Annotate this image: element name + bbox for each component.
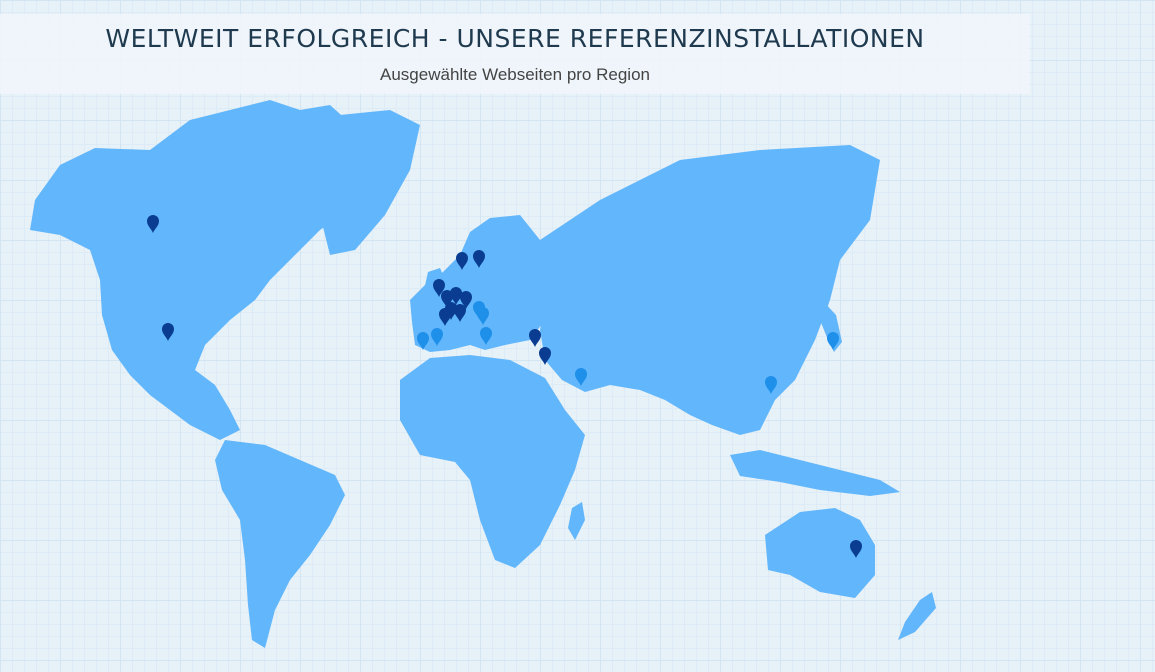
continent-africa [400,355,585,568]
location-pin-north-america[interactable] [147,215,159,233]
map-pin-icon [765,376,777,394]
map-pin-icon [417,332,429,350]
map-pin-icon [441,290,453,308]
map-pin-icon [454,304,466,322]
map-pin-icon [460,291,472,309]
map-pin-icon [450,287,462,305]
location-pin-europe[interactable] [445,302,457,320]
continent-south-america [215,440,345,648]
map-pin-icon [456,252,468,270]
location-pin-asia[interactable] [765,376,777,394]
continent-madagascar [568,502,585,540]
continent-greenland [300,110,420,255]
map-pin-icon [477,307,489,325]
location-pin-europe[interactable] [473,250,485,268]
location-pin-europe[interactable] [450,287,462,305]
map-pin-icon [445,302,457,320]
location-pin-europe[interactable] [477,307,489,325]
continent-north-america [30,100,380,440]
location-pin-europe[interactable] [480,327,492,345]
location-pin-europe[interactable] [431,328,443,346]
continent-australia [765,508,875,598]
map-pin-icon [827,332,839,350]
location-pin-north-america[interactable] [162,323,174,341]
continent-se-asia-islands [730,450,900,496]
map-pin-icon [529,329,541,347]
page-subtitle: Ausgewählte Webseiten pro Region [380,65,650,84]
map-pin-icon [162,323,174,341]
location-pin-middle-east[interactable] [529,329,541,347]
continent-asia [540,145,880,435]
location-pin-middle-east[interactable] [539,347,551,365]
location-pin-europe[interactable] [417,332,429,350]
map-pin-icon [575,368,587,386]
location-pin-europe[interactable] [454,304,466,322]
header-banner: WELTWEIT ERFOLGREICH - UNSERE REFERENZIN… [0,14,1030,94]
continents [30,100,936,648]
marker-layer [147,215,862,558]
location-pin-middle-east[interactable] [575,368,587,386]
map-pin-icon [539,347,551,365]
map-pin-icon [850,540,862,558]
location-pin-europe[interactable] [433,279,445,297]
map-pin-icon [473,250,485,268]
continent-new-zealand [898,592,936,640]
map-pin-icon [480,327,492,345]
map-pin-icon [147,215,159,233]
location-pin-europe[interactable] [456,252,468,270]
map-pin-icon [439,308,451,326]
location-pin-europe[interactable] [439,308,451,326]
location-pin-europe[interactable] [460,291,472,309]
map-pin-icon [431,328,443,346]
page-title: WELTWEIT ERFOLGREICH - UNSERE REFERENZIN… [105,24,925,53]
location-pin-asia[interactable] [827,332,839,350]
map-pin-icon [433,279,445,297]
location-pin-europe[interactable] [441,290,453,308]
location-pin-oceania[interactable] [850,540,862,558]
